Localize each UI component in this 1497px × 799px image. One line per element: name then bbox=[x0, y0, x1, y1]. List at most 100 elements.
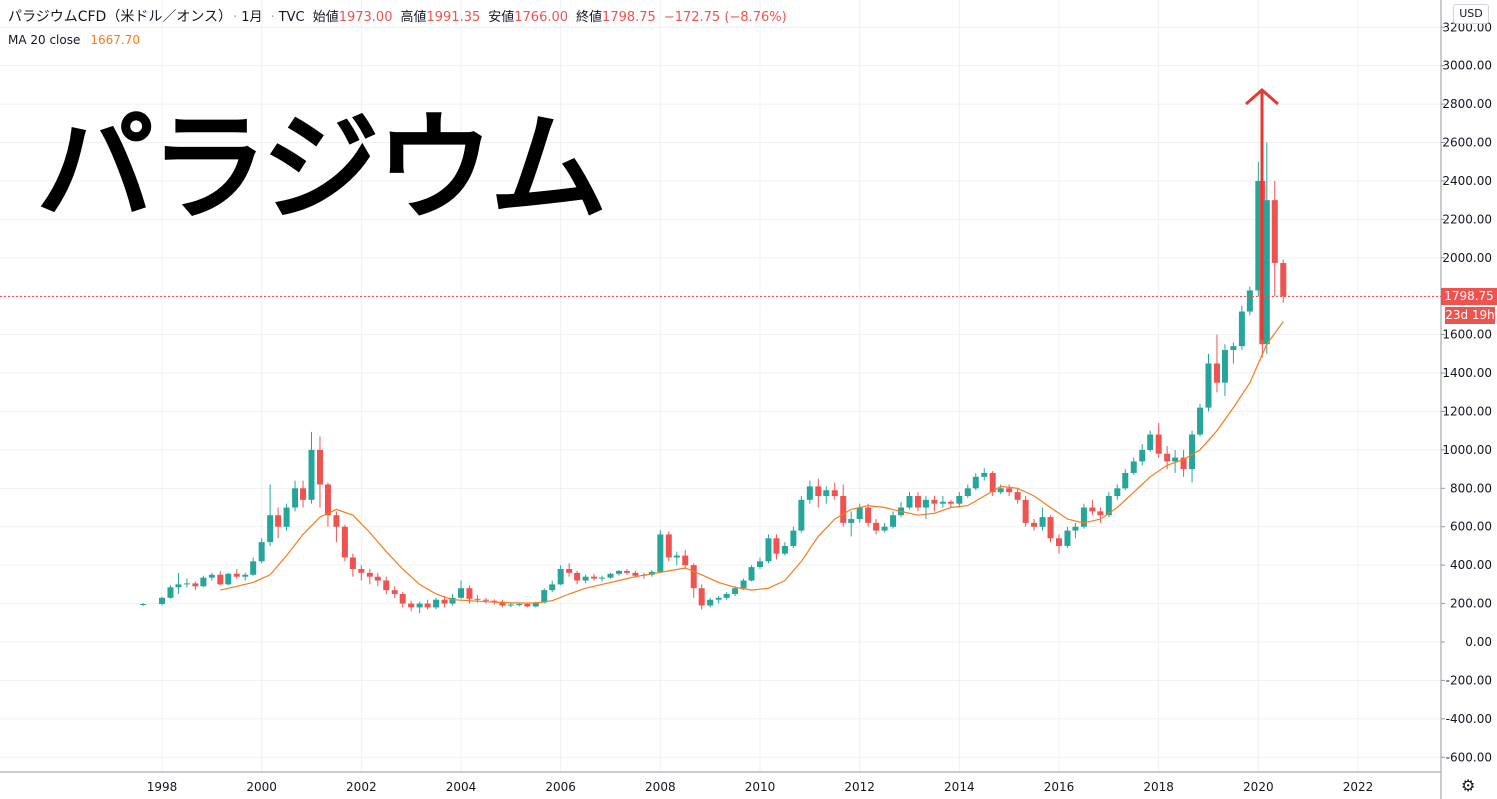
candle-body bbox=[707, 599, 714, 606]
candle-body bbox=[458, 588, 464, 598]
candle bbox=[374, 572, 381, 587]
candle-body bbox=[358, 569, 365, 573]
candle bbox=[1089, 499, 1096, 516]
candle bbox=[690, 563, 697, 598]
candle-body bbox=[258, 542, 265, 562]
candle-body bbox=[1056, 538, 1062, 546]
candle-body bbox=[1271, 200, 1278, 263]
candle-body bbox=[499, 601, 506, 606]
candle-body bbox=[715, 597, 722, 600]
candle bbox=[873, 519, 880, 535]
candle-body bbox=[242, 574, 249, 577]
candle-body bbox=[757, 561, 763, 568]
candle bbox=[831, 482, 838, 500]
candle-body bbox=[292, 488, 299, 508]
currency-label[interactable]: USD bbox=[1453, 4, 1489, 24]
candle bbox=[723, 592, 730, 600]
candle-body bbox=[989, 472, 996, 493]
candle bbox=[225, 572, 232, 586]
candle bbox=[806, 480, 813, 504]
x-tick-label: 2022 bbox=[1343, 780, 1374, 794]
candle bbox=[1205, 353, 1212, 412]
y-tick-label: 2600.00 bbox=[1442, 136, 1492, 150]
candle bbox=[1056, 534, 1062, 554]
ma-line bbox=[220, 321, 1284, 604]
candle bbox=[1238, 305, 1245, 350]
candle bbox=[1064, 526, 1071, 548]
candle bbox=[441, 595, 448, 608]
y-tick-label: -200.00 bbox=[1446, 673, 1492, 687]
candle-body bbox=[383, 580, 390, 591]
y-tick-label: 800.00 bbox=[1450, 481, 1492, 495]
candle-body bbox=[441, 599, 448, 604]
y-tick-label: 1000.00 bbox=[1442, 443, 1492, 457]
candle-body bbox=[349, 557, 356, 569]
candle-body bbox=[1189, 434, 1196, 470]
candle-body bbox=[815, 486, 822, 496]
high-label: 高値 bbox=[400, 10, 427, 25]
candle-body bbox=[1114, 488, 1121, 496]
x-tick-label: 2006 bbox=[545, 780, 576, 794]
candle-body bbox=[690, 565, 697, 589]
ma-legend[interactable]: MA 20 close 1667.70 bbox=[8, 33, 140, 47]
y-tick-label: 1200.00 bbox=[1442, 404, 1492, 418]
candle-body bbox=[773, 538, 780, 554]
candle-body bbox=[632, 572, 639, 576]
x-tick-label: 2014 bbox=[944, 780, 975, 794]
candle-body bbox=[723, 593, 730, 598]
y-tick-label: 1400.00 bbox=[1442, 366, 1492, 380]
source-label: TVC bbox=[278, 10, 305, 25]
x-axis[interactable]: 1998 2000 2002 2004 2006 2008 2010 2012 2014 2016… bbox=[147, 780, 1374, 794]
y-tick-label: 0.00 bbox=[1465, 635, 1492, 649]
candle bbox=[292, 480, 299, 512]
candle-body bbox=[831, 490, 838, 496]
candle-body bbox=[1122, 472, 1129, 489]
candle-body bbox=[1180, 457, 1187, 470]
x-tick-label: 2016 bbox=[1044, 780, 1075, 794]
candle bbox=[798, 496, 805, 533]
candle-body bbox=[1014, 492, 1021, 500]
candle-body bbox=[167, 587, 174, 598]
symbol-title[interactable]: パラジウムCFD（米ドル／オンス） bbox=[8, 9, 226, 25]
interval-label[interactable]: 1月 bbox=[241, 10, 263, 25]
candle bbox=[981, 468, 988, 481]
candle bbox=[972, 472, 979, 491]
candle-body bbox=[1039, 517, 1046, 527]
candle-body bbox=[140, 603, 147, 605]
y-tick-label: 2800.00 bbox=[1442, 97, 1492, 111]
candle bbox=[566, 563, 573, 577]
candle-body bbox=[1147, 434, 1154, 450]
y-tick-label: 2400.00 bbox=[1442, 174, 1492, 188]
candle-body bbox=[433, 599, 440, 608]
close-label: 終値 bbox=[576, 10, 603, 25]
x-tick-label: 2020 bbox=[1243, 780, 1274, 794]
candle-body bbox=[391, 590, 398, 594]
candle bbox=[1255, 161, 1262, 297]
candle-body bbox=[997, 488, 1004, 493]
candle-body bbox=[790, 530, 797, 546]
candle bbox=[939, 496, 946, 508]
candle bbox=[1213, 334, 1220, 393]
x-tick-label: 2004 bbox=[446, 780, 477, 794]
candle-body bbox=[848, 519, 855, 523]
candle-body bbox=[914, 496, 921, 508]
candle-body bbox=[466, 588, 473, 599]
open-label: 始値 bbox=[312, 10, 339, 25]
candle bbox=[922, 496, 929, 520]
candle bbox=[623, 569, 630, 575]
candle-body bbox=[183, 583, 190, 585]
candle bbox=[989, 471, 996, 496]
candle-body bbox=[449, 597, 456, 604]
grid-lines bbox=[0, 0, 1441, 772]
x-tick-label: 2000 bbox=[246, 780, 277, 794]
gear-icon[interactable]: ⚙ bbox=[1461, 776, 1476, 795]
chart-header: パラジウムCFD（米ドル／オンス） · 1月 · TVC 始値1973.00 高値1991… bbox=[8, 6, 795, 26]
candle bbox=[333, 511, 340, 543]
y-axis[interactable]: 3200.003000.002800.002600.002400.002200.… bbox=[1441, 20, 1492, 764]
candle bbox=[964, 484, 971, 498]
candle-body bbox=[524, 603, 531, 607]
candle bbox=[267, 484, 274, 546]
separator-dot: · bbox=[233, 10, 238, 25]
candle-body bbox=[1089, 507, 1096, 512]
